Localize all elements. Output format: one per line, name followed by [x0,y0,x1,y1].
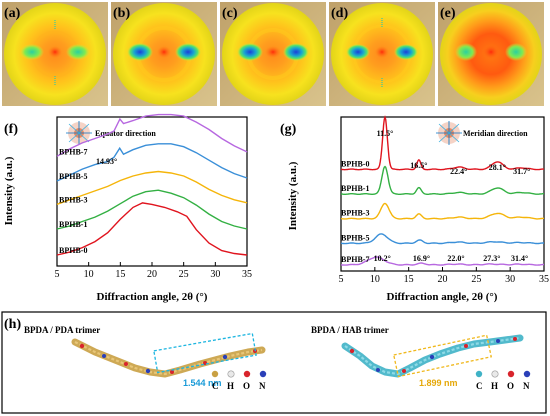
x-tick-label: 20 [147,269,157,280]
peak-annotation-top: 22.4° [450,167,467,176]
panel-label-f: (f) [4,122,18,137]
series-line-bphb-7 [340,256,544,266]
x-axis-title-g: Diffraction angle, 2θ (°) [387,291,498,303]
pattern-e: (e) [438,2,544,106]
panel-label-e: (e) [440,6,456,21]
pattern-c: (c) [220,2,326,106]
inset-label-g: Meridian direction [463,129,528,138]
series-label-bphb-1: BPHB-1 [59,220,87,229]
inset-label-f: Equator direction [95,129,156,138]
atom-label-h: H [491,381,498,391]
x-tick-label: 10 [370,274,380,285]
x-tick-label: 25 [471,274,481,285]
x-tick-label: 15 [404,274,414,285]
inset-icon-g [436,121,462,145]
series-labels-f: BPHB-7 BPHB-5 BPHB-3 BPHB-1 BPHB-0 [59,147,87,255]
x-tick-label: 35 [539,274,549,285]
panel-label-c: (c) [222,6,238,21]
x-tick-label: 25 [179,269,189,280]
panel-h-frame [1,311,547,414]
y-axis-title-g: Intensity (a.u.) [287,161,299,230]
series-label-bphb-5: BPHB-5 [59,172,87,181]
peak-annotation-top: 31.7° [513,167,530,176]
x-tick-label: 20 [438,274,448,285]
peak-annotation-top: 11.5° [377,129,394,138]
series-line-bphb-3 [56,170,248,205]
x-tick-label: 15 [115,269,125,280]
peak-annotation-bottom: 16.9° [413,254,430,263]
x-tick-label: 35 [242,269,252,280]
atom-label-o: O [243,381,250,391]
peak-annotation-bottom: 27.3° [483,254,500,263]
x-tick-label: 5 [55,269,60,280]
right-trimer-length: 1.899 nm [419,378,458,388]
panel-label-a: (a) [4,6,21,21]
peak-annotation-top: 28.1° [489,163,506,172]
series-line-bphb-7 [56,113,248,157]
panel-label-d: (d) [331,6,348,21]
peak-annotation-bottom: 22.0° [447,254,464,263]
x-tick-label: 30 [210,269,220,280]
chart-g: (g) Meridian direction BPHB-0BPHB-1BPHB-… [280,115,549,303]
series-line-bphb-0 [340,115,544,171]
x-tick-label: 5 [339,274,344,285]
atom-label-n: N [523,381,530,391]
molecule-bpda-hab: 1.899 nm C H O N [341,334,531,391]
panel-label-h: (h) [4,317,21,332]
series-line-bphb-3 [340,202,544,220]
atom-legend-right: C H O N [475,370,531,391]
left-trimer-length: 1.544 nm [183,378,222,388]
x-tick-label: 30 [505,274,515,285]
atom-label-c: C [212,381,219,391]
series-label-bphb-0: BPHB-0 [59,246,87,255]
x-ticks-f: 5 10 15 20 25 30 35 [55,262,252,280]
series-label-bphb-3: BPHB-3 [341,209,369,218]
panel-label-b: (b) [113,6,130,21]
inset-icon-f [66,121,92,145]
peak-annotation-top: 16.5° [410,161,427,170]
peak-annotation-bottom: 10.2° [374,254,391,263]
atom-label-n: N [259,381,266,391]
pattern-b: (b) [111,2,217,106]
panel-h: (h) BPDA / PDA trimer BPDA / HAB trimer … [1,311,547,414]
series-labels-g: BPHB-0 BPHB-1 BPHB-3 BPHB-5 BPHB-7 [341,159,369,263]
atom-label-h: H [227,381,234,391]
left-trimer-title: BPDA / PDA trimer [24,325,100,335]
series-label-bphb-1: BPHB-1 [341,184,369,193]
series-line-bphb-1 [340,165,544,196]
series-line-bphb-5 [56,143,248,182]
series-label-bphb-3: BPHB-3 [59,195,87,204]
chart-f: (f) Equator direction BPHB-7 BPHB-5 BPHB-3… [3,113,252,303]
atom-legend-left: C H O N [211,370,267,391]
y-axis-title-f: Intensity (a.u.) [3,156,15,225]
molecule-bpda-pda: 1.544 nm C H O N [71,332,267,391]
pattern-row: (a) (b) (c) [2,2,544,106]
series-label-bphb-7: BPHB-7 [341,255,369,264]
peak-annotations-g: 11.5° 16.5° 22.4° 28.1° 31.7° 10.2° 16.9° 22.0°… [374,129,531,263]
right-trimer-title: BPDA / HAB trimer [311,325,389,335]
atom-label-o: O [507,381,514,391]
peak-annotation-f: 14.93° [96,157,117,166]
x-axis-title-f: Diffraction angle, 2θ (°) [97,291,208,303]
series-label-bphb-5: BPHB-5 [341,233,369,242]
pattern-a: (a) [2,2,108,106]
series-line-bphb-1 [56,189,248,230]
peak-annotation-bottom: 31.4° [511,254,528,263]
series-label-bphb-0: BPHB-0 [341,159,369,168]
panel-label-g: (g) [280,122,297,137]
x-tick-label: 10 [84,269,94,280]
series-group-g [340,115,544,266]
series-line-bphb-0 [56,202,248,256]
series-line-bphb-5 [340,233,544,245]
pattern-d: (d) [329,2,435,106]
series-label-bphb-7: BPHB-7 [59,147,87,156]
atom-label-c: C [476,381,483,391]
series-group-f [56,113,248,256]
x-ticks-g: 5 10 15 20 25 30 35 [339,267,549,285]
